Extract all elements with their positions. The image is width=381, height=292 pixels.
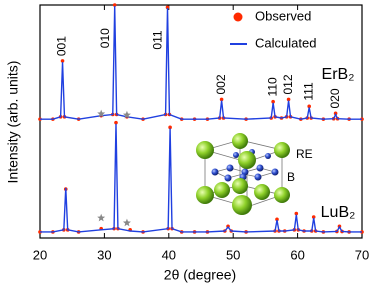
peak-label: 001 [55, 36, 69, 56]
observed-point [271, 99, 275, 104]
observed-point [112, 3, 117, 7]
peak-label: 020 [328, 88, 342, 108]
peak-label: 011 [151, 30, 165, 49]
observed-point [311, 215, 316, 219]
observed-point [286, 97, 291, 102]
x-tick-label: 20 [33, 247, 47, 262]
impurity-star [122, 110, 131, 119]
x-tick-label: 60 [290, 247, 304, 262]
legend-label: Calculated [255, 35, 316, 50]
observed-point [168, 125, 172, 130]
crystal-structure-inset [196, 133, 290, 215]
observed-point [165, 5, 170, 10]
peak-label: 110 [265, 77, 279, 96]
legend-entry: Calculated [230, 35, 316, 50]
impurity-star [97, 109, 106, 118]
x-tick-label: 50 [226, 247, 240, 262]
peak-label: 111 [301, 82, 315, 101]
observed-point [275, 217, 279, 222]
observed-point [294, 211, 299, 216]
calculated-line [40, 6, 362, 120]
pattern-label: ErB₂ [322, 66, 355, 83]
peak-label: 002 [214, 74, 228, 94]
plot-frame [39, 4, 363, 239]
legend-marker [233, 12, 243, 22]
legend-entry: Observed [233, 8, 311, 23]
x-tick-label: 30 [97, 247, 111, 262]
inset-label: B [287, 170, 295, 184]
x-tick-label: 70 [355, 247, 369, 262]
x-tick-label: 40 [162, 247, 176, 262]
observed-point [307, 104, 311, 109]
observed-point [219, 97, 224, 102]
peak-label: 010 [98, 28, 112, 48]
x-axis-label: 2θ (degree) [164, 267, 236, 283]
impurity-star [122, 218, 131, 227]
inset-label: RE [296, 147, 313, 161]
impurity-star [97, 213, 106, 222]
y-axis-label: Intensity (arb. units) [5, 61, 21, 184]
peak-label: 012 [281, 74, 295, 94]
pattern-label: LuB₂ [321, 204, 356, 221]
calculated-line [40, 123, 362, 233]
observed-point [60, 59, 65, 63]
legend-label: Observed [255, 8, 311, 23]
observed-point [114, 120, 118, 125]
